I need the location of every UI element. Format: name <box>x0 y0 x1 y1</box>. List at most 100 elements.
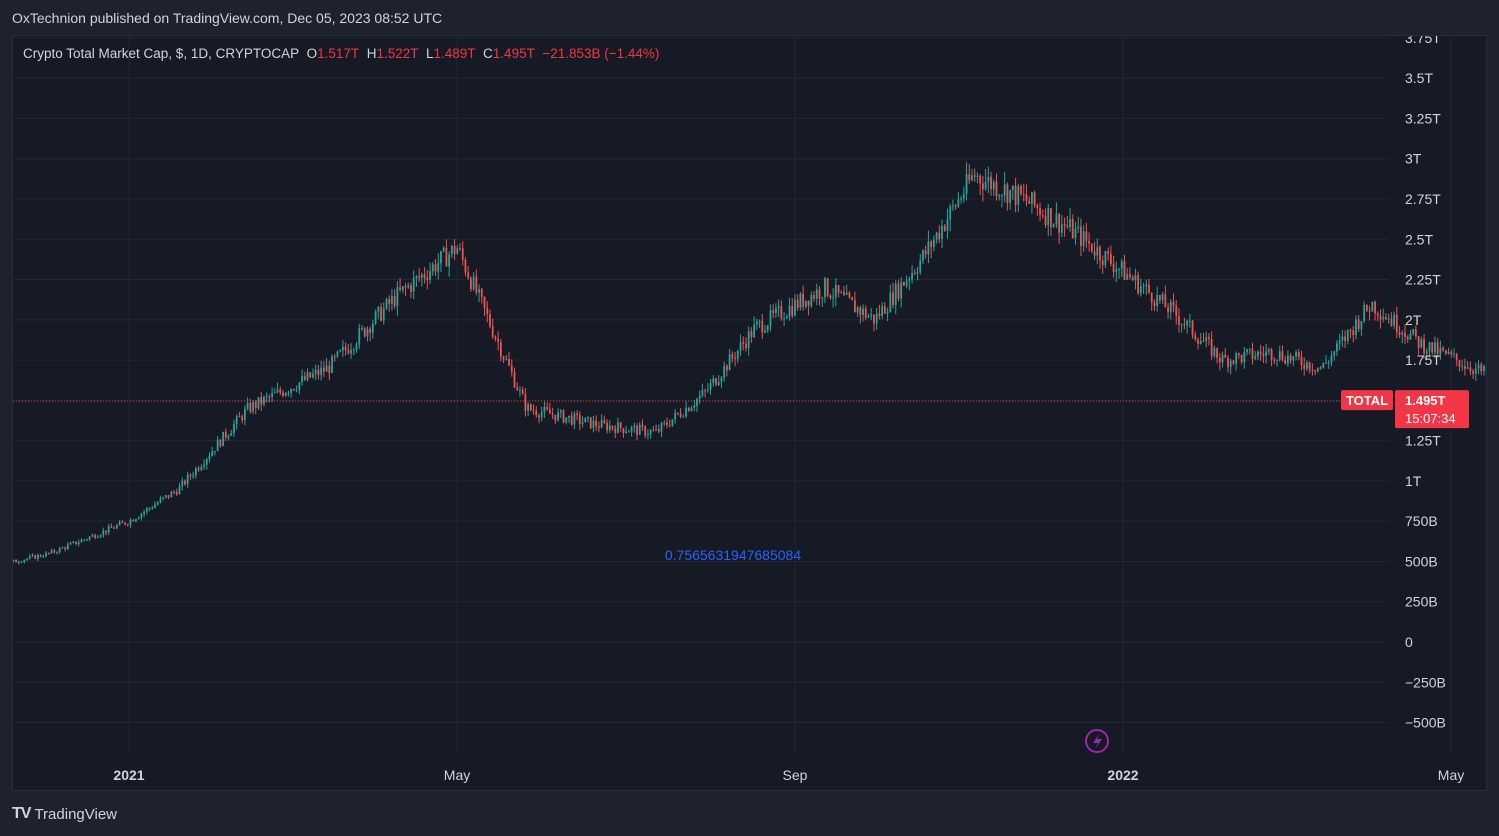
candle-body <box>905 280 908 286</box>
candle-body <box>175 491 178 495</box>
candle-body <box>903 282 905 286</box>
lightning-icon-bolt <box>1093 734 1102 749</box>
candle-body <box>1300 357 1303 365</box>
candle-body <box>540 412 543 418</box>
candle-body <box>1009 190 1012 204</box>
candle-body <box>118 522 121 526</box>
candle-body <box>913 272 916 274</box>
candle-body <box>881 306 884 317</box>
candle-body <box>314 369 317 374</box>
candle-body <box>1472 371 1474 374</box>
symbol-tag-text: TOTAL <box>1346 393 1388 408</box>
candle-body <box>189 474 192 477</box>
candle-body <box>543 406 546 413</box>
candle-body <box>657 429 660 432</box>
candle-body <box>595 420 598 427</box>
candle-body <box>1436 342 1439 354</box>
candle-body <box>1069 219 1071 228</box>
candle-body <box>1082 231 1085 246</box>
candle-body <box>807 300 810 306</box>
candle-body <box>1308 362 1311 370</box>
candle-body <box>429 271 431 280</box>
candle-body <box>750 331 753 338</box>
candle-body <box>954 205 957 207</box>
candle-body <box>287 392 290 394</box>
candle-body <box>186 474 189 485</box>
candle-body <box>1295 352 1297 357</box>
candle-body <box>227 435 230 438</box>
candle-body <box>900 282 903 299</box>
candle-body <box>423 274 426 278</box>
chart-canvas[interactable]: 3.75T 3.5T 3.25T 3T 2.75T 2.5T 2.25T 2T 1.75T 1.5… <box>13 36 1487 791</box>
candle-body <box>870 314 873 317</box>
candle-body <box>56 552 58 554</box>
candle-body <box>1379 315 1382 320</box>
candle-body <box>1186 320 1189 326</box>
lightning-icon-ring <box>1085 729 1109 753</box>
candle-body <box>968 174 971 181</box>
candle-body <box>916 272 919 274</box>
candle-body <box>194 468 197 476</box>
candle-body <box>15 559 18 563</box>
candle-body <box>222 431 224 447</box>
candle-body <box>674 412 677 420</box>
candle-body <box>638 424 641 435</box>
candle-body <box>1112 263 1115 272</box>
candle-body <box>932 239 935 248</box>
candle-body <box>208 456 211 460</box>
candle-body <box>627 431 630 433</box>
candle-body <box>129 519 132 525</box>
candle-body <box>211 451 214 457</box>
candle-body <box>382 308 385 321</box>
price-tag-countdown: 15:07:34 <box>1405 411 1456 426</box>
candle-body <box>889 292 892 312</box>
candle-body <box>1080 226 1082 246</box>
candle-body <box>938 232 941 239</box>
candle-body <box>388 299 391 304</box>
candle-body <box>1202 340 1205 342</box>
candle-body <box>878 313 881 317</box>
candle-body <box>1063 224 1066 226</box>
overlay-layer: TOTAL 1.495T 15:07:34 0.7565631947685084 <box>13 390 1469 753</box>
candle-body <box>766 325 769 331</box>
x-tick-label: 2021 <box>113 767 144 783</box>
candle-body <box>519 389 521 391</box>
candle-body <box>1227 357 1229 368</box>
candle-body <box>1194 335 1197 340</box>
candle-body <box>1071 219 1074 238</box>
candle-body <box>1355 319 1357 336</box>
candle-body <box>115 525 118 529</box>
candle-body <box>265 396 268 398</box>
candle-body <box>862 308 864 315</box>
candle-body <box>58 547 61 553</box>
chart-pane[interactable]: 3.75T 3.5T 3.25T 3T 2.75T 2.5T 2.25T 2T 1.75T 1.5… <box>12 35 1487 791</box>
candle-body <box>1052 224 1055 228</box>
candle-body <box>796 299 799 308</box>
candle-body <box>320 367 323 376</box>
candle-body <box>445 247 448 267</box>
candle-body <box>385 299 388 309</box>
candle-body <box>573 413 576 425</box>
candle-body <box>584 417 587 423</box>
candle-body <box>608 425 611 431</box>
footer-brand[interactable]: TV TradingView <box>12 805 117 823</box>
candle-body <box>853 300 856 313</box>
candle-body <box>494 336 497 339</box>
candle-body <box>1395 314 1398 333</box>
close-label: C <box>483 46 493 61</box>
candle-body <box>184 480 186 485</box>
candle-body <box>720 377 723 382</box>
candle-body <box>480 288 483 297</box>
x-tick-label: Sep <box>783 767 808 783</box>
high-value: 1.522T <box>376 46 419 61</box>
candle-body <box>20 562 23 564</box>
candle-body <box>1088 241 1090 244</box>
candle-body <box>1474 368 1477 374</box>
candle-body <box>690 407 693 412</box>
candle-body <box>598 426 600 428</box>
candle-body <box>660 423 663 432</box>
candle-body <box>13 559 15 562</box>
candle-body <box>1028 201 1031 204</box>
candle-body <box>442 247 445 252</box>
candle-body <box>42 556 45 558</box>
